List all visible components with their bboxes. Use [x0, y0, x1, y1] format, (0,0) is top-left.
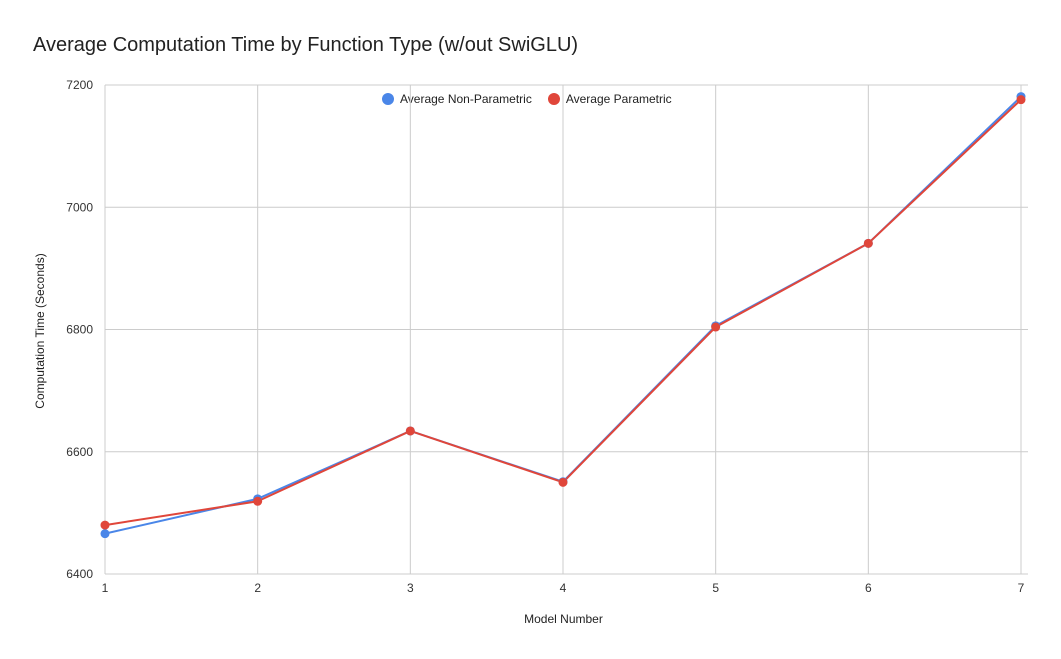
y-tick-label: 6800	[66, 323, 93, 337]
x-tick-label: 1	[102, 581, 109, 595]
data-point-series-1	[1016, 95, 1026, 105]
y-tick-label: 7000	[66, 200, 93, 214]
y-tick-label: 7200	[66, 78, 93, 92]
x-tick-label: 6	[865, 581, 872, 595]
chart-title: Average Computation Time by Function Typ…	[33, 34, 579, 56]
data-point-series-1	[711, 322, 721, 332]
legend-label-parametric: Average Parametric	[565, 92, 672, 106]
data-point-series-1	[405, 426, 415, 436]
y-tick-label: 6600	[66, 445, 93, 459]
x-tick-label: 5	[712, 581, 719, 595]
legend-swatch-parametric	[547, 93, 560, 105]
y-axis-title: Computation Time (Seconds)	[33, 253, 47, 409]
legend-label-non-parametric: Average Non-Parametric	[400, 92, 532, 106]
y-tick-label: 6400	[66, 567, 93, 581]
chart-legend: Average Non-Parametric Average Parametri…	[382, 92, 688, 106]
x-axis-title: Model Number	[524, 612, 603, 626]
legend-item-non-parametric[interactable]: Average Non-Parametric	[382, 92, 532, 106]
legend-swatch-non-parametric	[382, 93, 394, 105]
data-point-series-0	[100, 529, 110, 539]
legend-item-parametric[interactable]: Average Parametric	[547, 92, 672, 106]
data-point-series-1	[863, 238, 873, 248]
data-point-series-1	[253, 496, 263, 506]
x-tick-label: 3	[407, 581, 414, 595]
data-point-series-1	[100, 520, 110, 530]
data-point-series-1	[558, 477, 568, 487]
x-tick-label: 2	[254, 581, 261, 595]
x-tick-label: 7	[1018, 581, 1025, 595]
x-tick-label: 4	[560, 581, 567, 595]
